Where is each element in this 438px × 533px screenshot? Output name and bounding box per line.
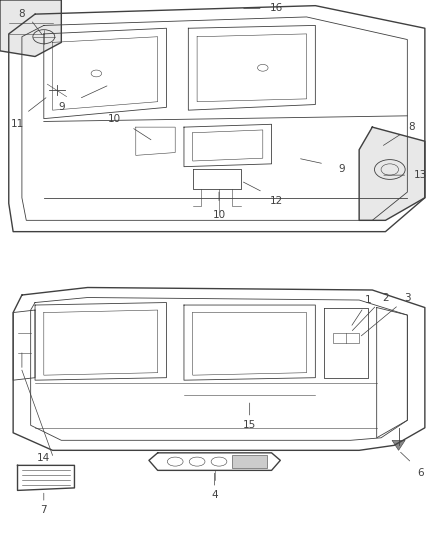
Text: 11: 11 [11, 119, 24, 130]
Text: 8: 8 [18, 9, 25, 19]
Text: 4: 4 [211, 490, 218, 500]
Text: 3: 3 [404, 293, 411, 303]
Text: 16: 16 [269, 4, 283, 13]
Bar [333, 333, 359, 343]
Text: 15: 15 [243, 421, 256, 430]
Bar [232, 455, 267, 468]
Text: 10: 10 [107, 114, 120, 124]
Text: 10: 10 [212, 209, 226, 220]
Text: 14: 14 [37, 453, 50, 463]
Text: 6: 6 [417, 468, 424, 478]
Text: 13: 13 [414, 170, 427, 180]
Text: 9: 9 [338, 165, 345, 174]
Polygon shape [359, 127, 425, 220]
Polygon shape [0, 0, 61, 56]
Text: 7: 7 [40, 505, 47, 515]
Polygon shape [392, 440, 405, 450]
Text: 9: 9 [58, 102, 65, 112]
Text: 8: 8 [408, 122, 415, 132]
Text: 1: 1 [364, 295, 371, 305]
Text: 12: 12 [269, 196, 283, 206]
Text: 2: 2 [382, 293, 389, 303]
